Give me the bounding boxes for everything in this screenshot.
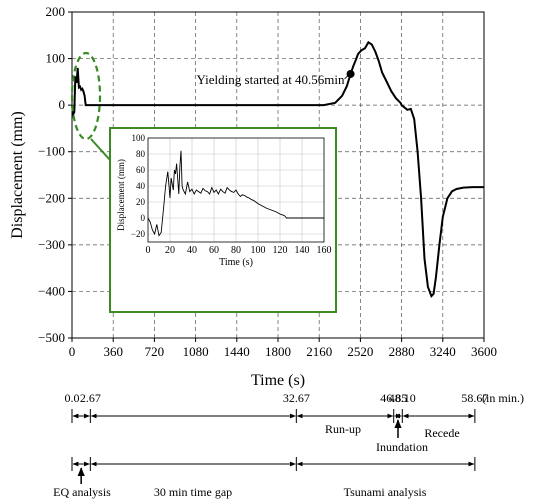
x-tick-label: 3600	[471, 344, 497, 359]
timeline-marker-label: 46.85	[380, 391, 407, 405]
y-tick-label: −200	[38, 190, 65, 205]
timeline-marker-label: 48.10	[389, 391, 416, 405]
x-tick-label: 1440	[224, 344, 250, 359]
annotation-yielding: Yielding started at 40.56min	[197, 72, 346, 87]
inset-series-line	[147, 150, 324, 237]
inset-y-axis: −20 0 20 40 60 80 100	[131, 133, 146, 239]
inset-x-tick-label: 100	[251, 245, 266, 256]
inset-plot-frame	[147, 137, 325, 243]
timeline-marker-label: 58.67	[461, 391, 488, 405]
y-tick-label: 200	[46, 4, 66, 19]
main-x-axis: 0 360 720 1080 1440 1800 2160 2520 2880 3240 3600	[69, 338, 497, 359]
x-tick-label: 2160	[306, 344, 332, 359]
inset-x-tick-label: 160	[317, 245, 332, 256]
inset-x-axis-title: Time (s)	[219, 257, 253, 268]
x-tick-label: 1080	[183, 344, 209, 359]
inset-x-tick-label: 140	[295, 245, 310, 256]
inset-x-tick-label: 60	[209, 245, 219, 256]
inset-y-tick-label: 60	[136, 165, 146, 175]
timeline-unit-label: (in min.)	[482, 391, 524, 405]
main-y-axis: −500 −400 −300 −200 −100 0 100 200	[38, 4, 72, 345]
inset-x-tick-label: 120	[273, 245, 288, 256]
phase-runup-label: Run-up	[325, 422, 361, 436]
phase-inundation-label: Inundation	[376, 440, 428, 454]
timeline-phase-row	[71, 409, 476, 438]
y-tick-label: 100	[46, 51, 66, 66]
x-tick-label: 3240	[430, 344, 456, 359]
timeline-marker-label: 32.67	[283, 391, 310, 405]
timeline-analysis-row	[71, 457, 476, 484]
x-tick-label: 2880	[389, 344, 415, 359]
inset-x-axis: 0 20 40 60 80 100 120 140 160	[146, 245, 332, 256]
inset-grid	[148, 138, 324, 242]
inset-y-tick-label: 40	[136, 181, 146, 191]
x-tick-label: 1800	[265, 344, 291, 359]
x-tick-label: 360	[103, 344, 123, 359]
inset-x-tick-label: 40	[187, 245, 197, 256]
inset-y-tick-label: 0	[141, 213, 146, 223]
inset-y-tick-label: 80	[136, 149, 146, 159]
main-x-axis-title: Time (s)	[251, 372, 305, 389]
inset-x-tick-label: 20	[165, 245, 175, 256]
y-tick-label: −500	[38, 330, 65, 345]
y-tick-label: −300	[38, 237, 65, 252]
inset-y-tick-label: 100	[132, 133, 146, 143]
analysis-gap-label: 30 min time gap	[154, 485, 232, 499]
x-tick-label: 0	[69, 344, 76, 359]
y-tick-label: 0	[59, 97, 66, 112]
main-y-axis-title: Displacement (mm)	[9, 111, 26, 239]
y-tick-label: −400	[38, 283, 65, 298]
x-tick-label: 2520	[347, 344, 373, 359]
inset-y-tick-label: −20	[131, 229, 146, 239]
y-tick-label: −100	[38, 144, 65, 159]
inset-y-tick-label: 20	[136, 197, 146, 207]
inset-y-axis-title: Displacement (mm)	[116, 159, 126, 231]
annotation-leader-line	[344, 74, 349, 80]
highlight-connector	[90, 138, 111, 161]
phase-recede-label: Recede	[424, 426, 459, 440]
analysis-eq-label: EQ analysis	[53, 485, 111, 499]
timeline-marker-label: 2.67	[80, 391, 101, 405]
analysis-tsunami-label: Tsunami analysis	[344, 485, 427, 499]
inset-x-tick-label: 0	[146, 245, 151, 256]
highlight-ellipse	[70, 51, 102, 141]
x-tick-label: 720	[145, 344, 165, 359]
timeline-marker-label: 0.0	[65, 391, 80, 405]
main-series-line	[71, 40, 484, 298]
inset-x-tick-label: 80	[231, 245, 241, 256]
yield-point-marker	[346, 69, 355, 78]
